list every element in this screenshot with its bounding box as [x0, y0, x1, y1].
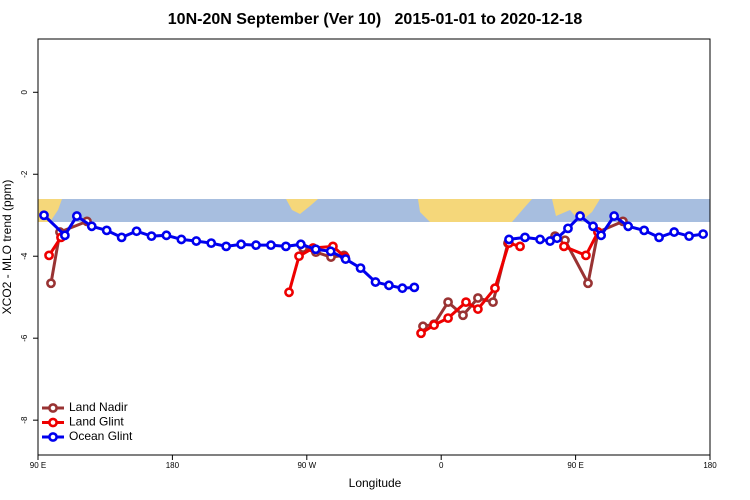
series-point: [161, 230, 172, 241]
series-point: [131, 226, 142, 237]
series-point: [461, 297, 471, 308]
legend-label: Land Glint: [69, 415, 124, 429]
chart-title: 10N-20N September (Ver 10) 2015-01-01 to…: [168, 11, 583, 28]
x-tick-label: 0: [439, 461, 444, 470]
series-point: [473, 304, 483, 314]
series-point: [458, 310, 468, 321]
series-point: [515, 241, 525, 252]
y-tick-label: -6: [20, 334, 29, 342]
x-tick-label: 90 W: [297, 461, 316, 470]
series-point: [429, 320, 439, 330]
x-tick-label: 180: [703, 461, 717, 470]
series-point: [416, 328, 426, 339]
series-point: [355, 263, 366, 274]
x-axis-label: Longitude: [349, 476, 402, 490]
series-point: [684, 231, 694, 242]
series-line: [42, 213, 415, 290]
series-point: [101, 225, 112, 236]
series-point: [698, 229, 709, 239]
series-point: [295, 239, 306, 250]
legend-label: Ocean Glint: [69, 429, 133, 443]
series-point: [490, 283, 500, 294]
series-point: [609, 211, 620, 221]
series-point: [284, 287, 294, 298]
series-point: [191, 236, 202, 246]
series-point: [535, 234, 545, 245]
series-point: [310, 244, 321, 255]
series-point: [443, 297, 453, 308]
map-strip: [38, 199, 710, 222]
legend-marker: [48, 432, 58, 442]
x-tick-label: 90 E: [30, 461, 46, 470]
plot-frame: [37, 38, 711, 456]
series-point: [654, 232, 664, 243]
series-point: [552, 233, 562, 244]
series-point: [623, 221, 634, 232]
series-point: [559, 241, 569, 252]
series-point: [397, 283, 408, 294]
series-point: [669, 227, 680, 237]
series-point: [325, 246, 336, 257]
series-point: [488, 297, 498, 308]
y-tick-label: -4: [20, 252, 29, 260]
series-point: [583, 278, 593, 289]
y-tick-label: -2: [20, 170, 29, 178]
series-point: [71, 211, 82, 221]
y-tick-label: 0: [20, 90, 29, 95]
y-axis-label: XCO2 - MLO trend (ppm): [0, 180, 14, 315]
series-point: [86, 221, 97, 232]
legend-marker: [48, 403, 58, 413]
series-point: [206, 238, 217, 249]
series-point: [575, 211, 585, 221]
series-point: [340, 254, 351, 264]
series-point: [266, 240, 276, 251]
series-point: [39, 210, 49, 221]
series-line: [508, 213, 704, 243]
series-point: [116, 232, 127, 243]
x-tick-label: 90 E: [567, 461, 583, 470]
legend-label: Land Nadir: [69, 400, 128, 414]
series-point: [409, 282, 420, 293]
series-point: [59, 230, 70, 241]
series-point: [294, 251, 304, 262]
series-point: [370, 277, 381, 287]
legend-marker: [48, 417, 58, 428]
x-tick-label: 180: [166, 461, 180, 470]
series-point: [221, 241, 232, 252]
series-point: [520, 232, 530, 243]
series-point: [639, 225, 650, 236]
series-point: [473, 293, 483, 303]
series-point: [44, 250, 54, 261]
series-point: [596, 230, 607, 241]
series-point: [146, 231, 157, 242]
y-tick-label: -8: [20, 416, 29, 424]
series-point: [384, 280, 394, 291]
series-point: [443, 313, 453, 324]
series-point: [251, 240, 261, 251]
series-point: [504, 234, 514, 245]
series-point: [581, 250, 591, 261]
series-point: [280, 241, 291, 252]
series-point: [176, 234, 187, 245]
series-point: [236, 239, 246, 250]
series-point: [46, 278, 56, 289]
series-point: [588, 221, 598, 232]
series-point: [563, 223, 573, 234]
